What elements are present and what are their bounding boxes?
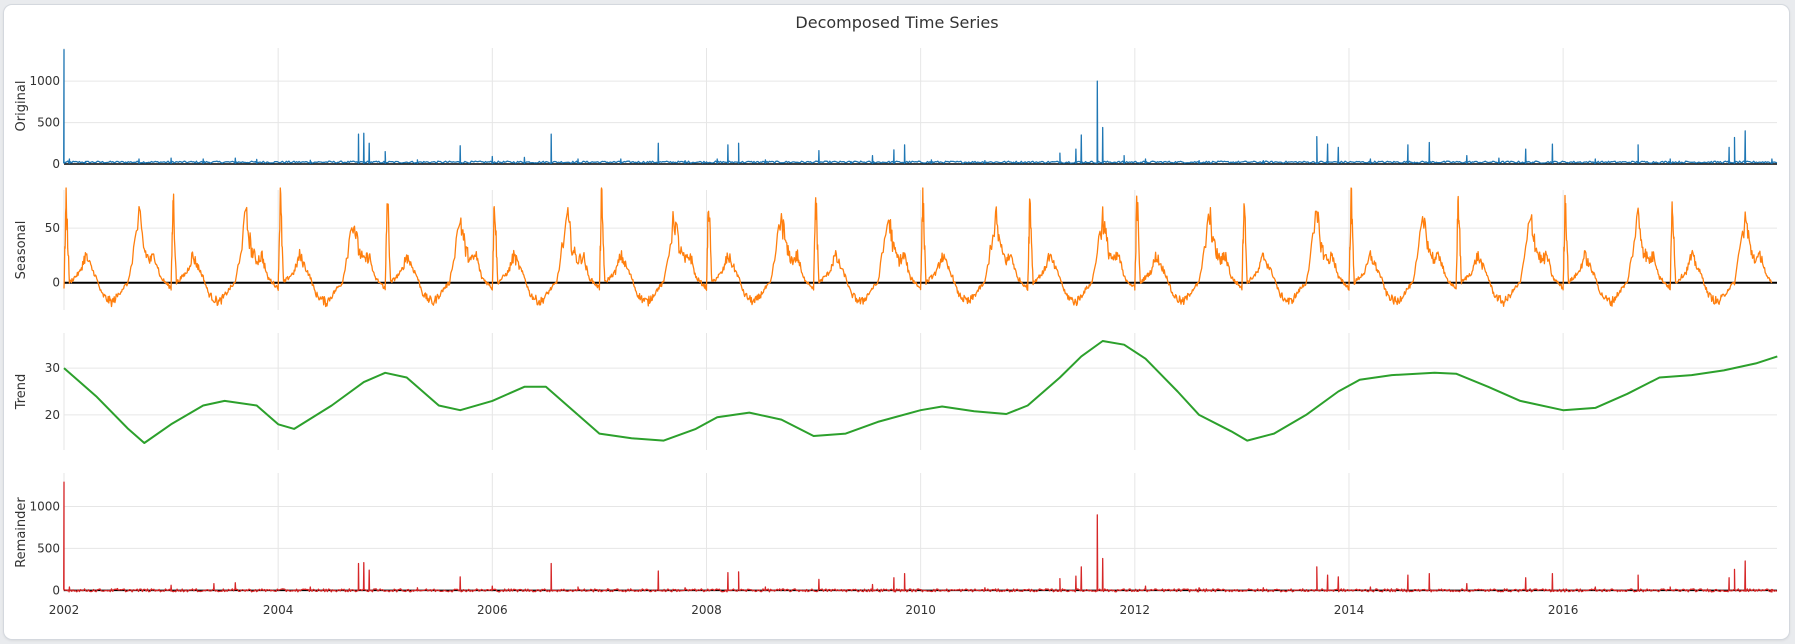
x-tick-label: 2008 [691, 603, 722, 617]
chart-card [4, 5, 1789, 639]
chart-title: Decomposed Time Series [795, 13, 998, 32]
chart-panels: 05001000Original050Seasonal2030Trend0500… [14, 48, 1778, 597]
y-axis-label: Seasonal [14, 221, 29, 280]
panel-trend: 20 30 Trend [14, 333, 1778, 450]
x-axis: 2002 2004 2006 2008 2010 2012 2014 2016 [49, 603, 1579, 617]
y-tick-label: 0 [52, 583, 60, 597]
x-tick-label: 2016 [1548, 603, 1579, 617]
y-tick-label: 30 [45, 361, 60, 375]
series-line-original [63, 49, 1778, 164]
series-line-seasonal [63, 187, 1773, 308]
y-axis-label: Original [14, 81, 29, 132]
series-line-trend [63, 340, 1778, 444]
x-tick-label: 2010 [905, 603, 936, 617]
x-tick-label: 2004 [263, 603, 294, 617]
y-axis-label: Remainder [14, 497, 29, 568]
y-tick-label: 50 [45, 221, 60, 235]
y-tick-label: 1000 [29, 500, 60, 514]
series-line-remainder [63, 481, 1778, 593]
x-tick-label: 2012 [1120, 603, 1151, 617]
y-axis-label: Trend [14, 374, 29, 411]
y-tick-label: 20 [45, 408, 60, 422]
y-tick-label: 0 [52, 276, 60, 290]
x-tick-label: 2002 [49, 603, 80, 617]
y-tick-label: 1000 [29, 74, 60, 88]
x-tick-label: 2014 [1334, 603, 1365, 617]
y-tick-label: 500 [37, 541, 60, 555]
y-tick-label: 500 [37, 116, 60, 130]
y-tick-label: 0 [52, 157, 60, 171]
panel-seasonal: 0 50 Seasonal [14, 187, 1777, 310]
x-tick-label: 2006 [477, 603, 508, 617]
